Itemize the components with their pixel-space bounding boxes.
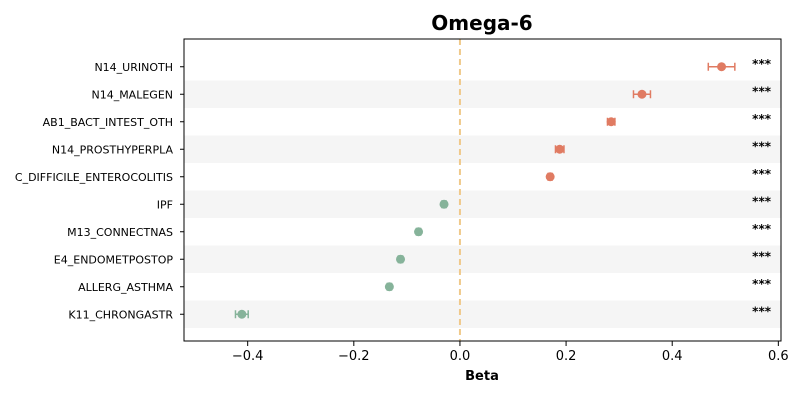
data-point-group bbox=[606, 117, 616, 127]
data-point-group bbox=[439, 199, 449, 209]
significance-label: *** bbox=[752, 84, 772, 98]
significance-label: *** bbox=[752, 249, 772, 263]
chart-title: Omega-6 bbox=[431, 11, 532, 35]
data-point-group bbox=[632, 89, 652, 99]
significance-label: *** bbox=[752, 139, 772, 153]
x-tick-label: −0.2 bbox=[338, 349, 370, 364]
data-point bbox=[439, 199, 449, 209]
significance-label: *** bbox=[752, 277, 772, 291]
data-point-group bbox=[414, 227, 424, 237]
data-point bbox=[384, 282, 394, 292]
row-shade bbox=[184, 135, 781, 163]
data-point-group bbox=[384, 282, 394, 292]
significance-label: *** bbox=[752, 194, 772, 208]
y-tick-label: N14_MALEGEN bbox=[91, 88, 173, 101]
row-shade bbox=[184, 245, 781, 273]
data-point-group bbox=[396, 254, 406, 264]
row-shade bbox=[184, 300, 781, 328]
y-tick-label: AB1_BACT_INTEST_OTH bbox=[43, 116, 173, 129]
x-axis-label: Beta bbox=[465, 369, 499, 384]
y-tick-label: IPF bbox=[157, 198, 173, 211]
plot-frame bbox=[183, 38, 782, 342]
y-axis-labels: N14_URINOTH N14_MALEGEN AB1_BACT_INTEST_OT… bbox=[15, 61, 184, 321]
y-tick-label: E4_ENDOMETPOSTOP bbox=[54, 253, 174, 266]
significance-label: *** bbox=[752, 112, 772, 126]
data-point-group bbox=[707, 62, 736, 72]
y-tick-label: N14_URINOTH bbox=[94, 61, 173, 74]
significance-labels: *** *** *** *** *** *** *** *** *** *** bbox=[752, 57, 772, 319]
data-point bbox=[414, 227, 424, 237]
data-point bbox=[717, 62, 727, 72]
y-tick-label: M13_CONNECTNAS bbox=[67, 226, 173, 239]
significance-label: *** bbox=[752, 57, 772, 71]
x-axis: −0.4 −0.2 0.0 0.2 0.4 0.6 bbox=[232, 341, 789, 364]
row-shade bbox=[184, 190, 781, 218]
x-tick-label: 0.2 bbox=[556, 349, 577, 364]
data-point bbox=[237, 309, 247, 319]
significance-label: *** bbox=[752, 167, 772, 181]
y-tick-label: C_DIFFICILE_ENTEROCOLITIS bbox=[15, 171, 173, 184]
data-point bbox=[396, 254, 406, 264]
significance-label: *** bbox=[752, 304, 772, 318]
data-point-group bbox=[234, 309, 249, 319]
x-tick-label: 0.6 bbox=[768, 349, 789, 364]
data-point bbox=[637, 89, 647, 99]
data-point bbox=[555, 144, 565, 154]
y-tick-label: ALLERG_ASTHMA bbox=[78, 281, 173, 294]
x-tick-label: −0.4 bbox=[232, 349, 264, 364]
row-shade bbox=[184, 80, 781, 108]
y-tick-label: K11_CHRONGASTR bbox=[68, 308, 173, 321]
data-point-group bbox=[545, 172, 555, 182]
data-point bbox=[545, 172, 555, 182]
data-point bbox=[606, 117, 616, 127]
row-shading bbox=[184, 80, 781, 328]
y-tick-label: N14_PROSTHYPERPLA bbox=[52, 143, 174, 156]
x-tick-label: 0.4 bbox=[662, 349, 683, 364]
data-point-group bbox=[554, 144, 565, 154]
data-points bbox=[234, 62, 736, 319]
x-tick-label: 0.0 bbox=[450, 349, 471, 364]
significance-label: *** bbox=[752, 222, 772, 236]
